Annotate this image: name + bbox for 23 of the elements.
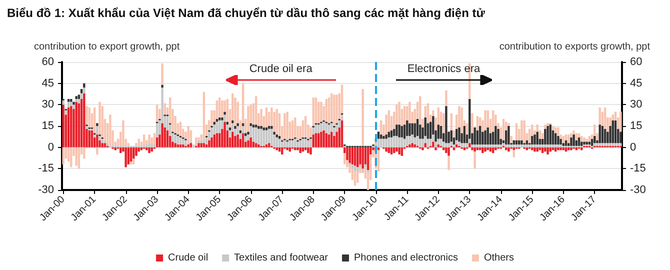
y-tick-label: 30 bbox=[42, 98, 54, 111]
y-tick-label: 15 bbox=[42, 120, 54, 132]
legend-label: Crude oil bbox=[168, 252, 208, 264]
y-tick-label: -30 bbox=[38, 184, 54, 196]
y-axis-title: contribution to export growth, ppt bbox=[34, 42, 180, 52]
annotation: Electronics era bbox=[407, 63, 480, 75]
y2-axis-title: contribution to exports growth, ppt bbox=[499, 42, 650, 52]
y2-tick-label: 60 bbox=[630, 56, 642, 68]
annotation: Crude oil era bbox=[249, 63, 312, 75]
y2-tick-label: 15 bbox=[630, 120, 642, 132]
y-tick-label: 0 bbox=[48, 141, 54, 154]
y-tick-label: 45 bbox=[42, 77, 54, 90]
y2-tick-label: 45 bbox=[630, 77, 642, 90]
y2-tick-label: 30 bbox=[630, 98, 642, 111]
y2-tick-label: 0 bbox=[630, 141, 636, 154]
y-tick-label: 60 bbox=[42, 56, 54, 68]
y-tick-label: -15 bbox=[38, 162, 54, 175]
y2-tick-label: -15 bbox=[630, 162, 646, 175]
y2-tick-label: -30 bbox=[630, 184, 646, 196]
legend-label: Textiles and footwear bbox=[234, 252, 329, 264]
legend-label: Others bbox=[484, 252, 514, 264]
chart-title: Biểu đồ 1: Xuất khẩu của Việt Nam đã chuyển từ dầu thô sang các mặt hàng điện tử bbox=[7, 6, 486, 20]
legend-label: Phones and electronics bbox=[354, 252, 458, 264]
